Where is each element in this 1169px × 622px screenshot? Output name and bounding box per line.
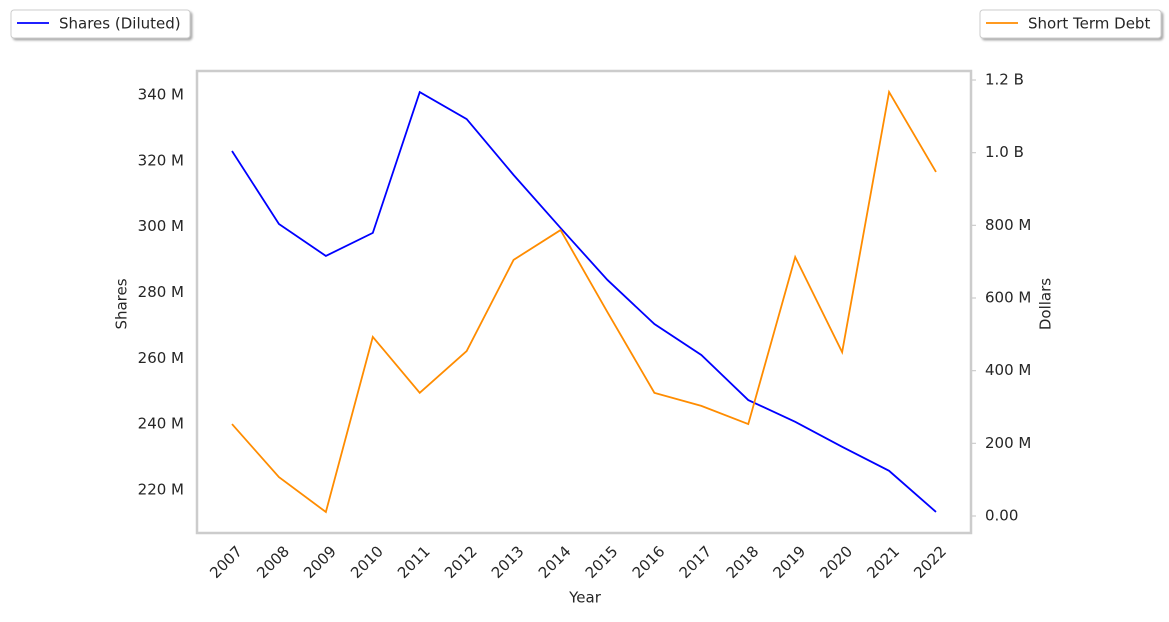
y2-tick-label: 200 M — [985, 434, 1031, 452]
x-tick-label: 2010 — [347, 542, 387, 582]
y2-axis-label: Dollars — [1037, 278, 1055, 330]
legend: Short Term Debt — [979, 9, 1162, 39]
x-axis-label: Year — [568, 589, 602, 607]
x-tick-label: 2017 — [676, 542, 716, 582]
legend-box — [10, 9, 191, 39]
series-line — [231, 89, 937, 514]
legend: Shares (Diluted) — [10, 9, 191, 39]
x-tick-label: 2021 — [863, 542, 903, 582]
x-tick-label: 2007 — [206, 542, 246, 582]
x-tick-label: 2015 — [582, 542, 622, 582]
x-tick-label: 2018 — [723, 542, 763, 582]
series-line — [231, 90, 937, 513]
y2-tick-label: 1.0 B — [985, 143, 1024, 161]
y-tick-label: 280 M — [138, 283, 184, 301]
x-tick-label: 2008 — [253, 542, 293, 582]
legend-label: Shares (Diluted) — [59, 15, 181, 33]
x-tick-label: 2016 — [629, 542, 669, 582]
x-tick-label: 2022 — [910, 542, 950, 582]
x-tick-label: 2011 — [394, 542, 434, 582]
legend-label: Short Term Debt — [1028, 15, 1150, 33]
plot-frame — [195, 69, 973, 535]
y-tick-label: 340 M — [138, 86, 184, 104]
y2-tick-label: 800 M — [985, 216, 1031, 234]
y-axis-label: Shares — [113, 278, 131, 329]
x-tick-label: 2009 — [300, 542, 340, 582]
y-tick-label: 220 M — [138, 480, 184, 498]
y-tick-label: 300 M — [138, 217, 184, 235]
y2-tick-label: 400 M — [985, 361, 1031, 379]
x-tick-label: 2013 — [488, 542, 528, 582]
y-tick-label: 260 M — [138, 349, 184, 367]
legend-box — [979, 9, 1162, 39]
y2-tick-label: 0.00 — [985, 506, 1018, 524]
y2-tick-label: 1.2 B — [985, 71, 1024, 89]
x-tick-label: 2014 — [535, 542, 575, 582]
y-tick-label: 240 M — [138, 415, 184, 433]
y2-tick-label: 600 M — [985, 289, 1031, 307]
y-tick-label: 320 M — [138, 151, 184, 169]
x-tick-label: 2020 — [816, 542, 856, 582]
x-tick-label: 2012 — [441, 542, 481, 582]
x-tick-label: 2019 — [769, 542, 809, 582]
